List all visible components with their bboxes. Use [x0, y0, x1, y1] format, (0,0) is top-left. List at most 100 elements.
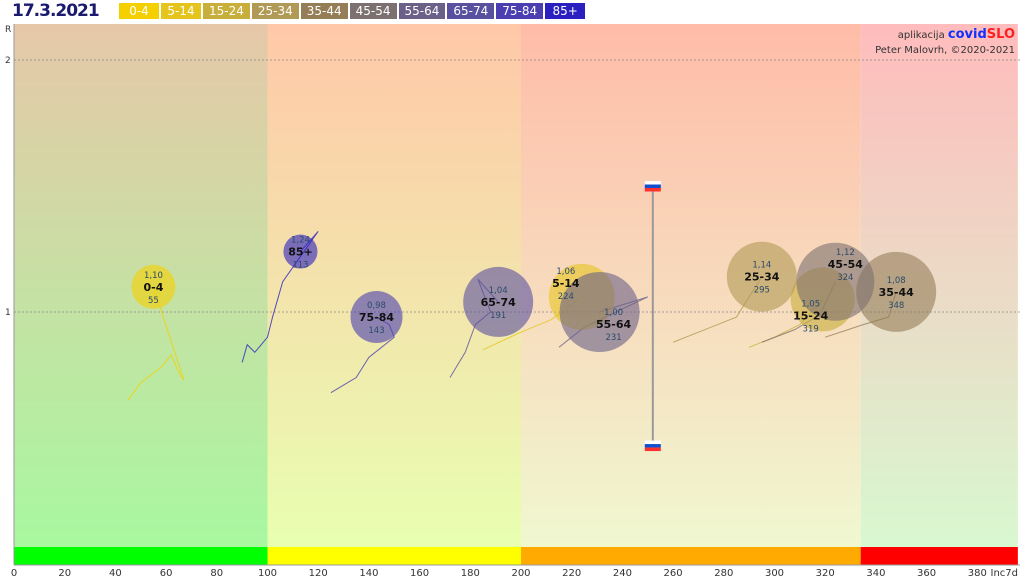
- x-tick-label: 380: [968, 568, 987, 579]
- bubble-85+[interactable]: [283, 234, 318, 269]
- bubble-incidence: 143: [368, 326, 384, 336]
- bubble-75-84[interactable]: [350, 291, 403, 344]
- zone-band: [267, 547, 521, 565]
- legend-item-85+[interactable]: 85+: [545, 3, 586, 19]
- slovenia-flag-icon: [644, 440, 661, 452]
- bubble-label: 45-54: [828, 258, 864, 271]
- bubble-55-64[interactable]: [559, 272, 640, 352]
- x-tick-label: 140: [359, 568, 378, 579]
- x-tick-label: 200: [511, 568, 530, 579]
- bubble-label: 55-64: [596, 318, 632, 331]
- flag-stripe: [644, 181, 661, 185]
- bubble-25-34[interactable]: [726, 241, 797, 312]
- bubble-labels-5-14: 1,065-14 224: [552, 267, 580, 302]
- slovenia-flag-icon: [644, 181, 661, 192]
- legend-item-45-54[interactable]: 45-54: [349, 3, 397, 19]
- zone-band: [521, 547, 861, 565]
- x-tick-label: 60: [160, 568, 173, 579]
- trail-0-4: [127, 286, 185, 401]
- bubble-45-54[interactable]: [796, 242, 875, 321]
- x-tick-label: 240: [613, 568, 632, 579]
- bubble-label: 25-34: [744, 271, 780, 284]
- x-tick-label: 280: [714, 568, 733, 579]
- flag-stripe: [644, 440, 661, 445]
- bubble-label: 0-4: [143, 281, 163, 294]
- bubble-circle: [463, 266, 534, 337]
- bubble-r-value: 0,98: [367, 301, 386, 311]
- y-tick-label: 1: [5, 308, 11, 318]
- x-tick-label: 300: [765, 568, 784, 579]
- y-axis-label: R: [5, 25, 11, 35]
- x-tick-label: 340: [866, 568, 885, 579]
- x-tick-label: 20: [58, 568, 71, 579]
- x-tick-label: 220: [562, 568, 581, 579]
- bubble-incidence: 295: [754, 286, 770, 296]
- bubble-label: 75-84: [359, 311, 395, 324]
- legend-item-5-14[interactable]: 5-14: [161, 3, 201, 19]
- bubble-incidence: 324: [837, 273, 853, 283]
- x-tick-label: 320: [816, 568, 835, 579]
- bubble-incidence: 231: [605, 333, 621, 343]
- bubble-35-44[interactable]: [856, 251, 937, 332]
- bubble-incidence: 191: [490, 311, 506, 321]
- bubble-incidence: 113: [292, 261, 308, 271]
- bubble-incidence: 55: [148, 296, 159, 306]
- bubble-incidence: 319: [803, 324, 819, 334]
- x-tick-label: 120: [309, 568, 328, 579]
- author-credit: Peter Malovrh, ©2020-2021: [875, 45, 1015, 56]
- app-prefix: aplikacija: [898, 30, 948, 41]
- legend-item-25-34[interactable]: 25-34: [251, 3, 299, 19]
- bubble-incidence: 224: [558, 292, 574, 302]
- bubble-label: 15-24: [793, 309, 829, 322]
- legend-item-15-24[interactable]: 15-24: [203, 3, 250, 19]
- age-group-legend: 0-4 5-14 15-24 25-34 35-44 45-54 55-64 65-74 75-…: [119, 3, 586, 19]
- bubble-circle: [796, 242, 875, 321]
- bubble-label: 35-44: [879, 286, 915, 299]
- y-tick-label: 2: [5, 56, 11, 66]
- app-name: covid: [948, 27, 987, 42]
- legend-item-55-64[interactable]: 55-64: [398, 3, 446, 19]
- bubble-circle: [559, 272, 640, 352]
- app-credit: aplikacija covidSLO: [898, 27, 1015, 42]
- bubble-r-value: 1,24: [291, 236, 310, 246]
- bubble-labels-0-4: 1,100-4 55: [143, 271, 163, 306]
- bubble-circle: [856, 251, 937, 332]
- flag-stripe: [644, 444, 661, 448]
- legend-item-65-74[interactable]: 65-74: [447, 3, 495, 19]
- bubble-label: 85+: [288, 246, 313, 259]
- bubble-circle: [283, 234, 318, 269]
- x-tick-label: 40: [109, 568, 122, 579]
- legend-item-75-84[interactable]: 75-84: [496, 3, 544, 19]
- flag-stripe: [644, 184, 661, 188]
- x-tick-label: 80: [210, 568, 223, 579]
- app-name: SLO: [987, 27, 1015, 42]
- bubble-incidence: 348: [888, 301, 904, 311]
- bubble-r-value: 1,05: [801, 299, 820, 309]
- legend-item-0-4[interactable]: 0-4: [119, 3, 159, 19]
- x-axis-label: Inc7d: [991, 568, 1019, 579]
- flag-stripe: [644, 188, 661, 192]
- date-title: 17.3.2021: [12, 1, 100, 21]
- bubble-circle: [726, 241, 797, 312]
- bubble-circle: [350, 291, 403, 344]
- legend-item-35-44[interactable]: 35-44: [300, 3, 348, 19]
- bubble-r-value: 1,06: [556, 267, 575, 277]
- bubble-r-value: 1,10: [144, 271, 163, 281]
- bubble-r-value: 1,12: [836, 248, 855, 258]
- bubble-0-4[interactable]: [131, 264, 176, 309]
- zone-band: [860, 547, 1018, 565]
- bubble-65-74[interactable]: [463, 266, 534, 337]
- bubble-r-value: 1,00: [604, 308, 623, 318]
- bubble-r-value: 1,08: [887, 276, 906, 286]
- x-tick-label: 260: [664, 568, 683, 579]
- x-tick-label: 100: [258, 568, 277, 579]
